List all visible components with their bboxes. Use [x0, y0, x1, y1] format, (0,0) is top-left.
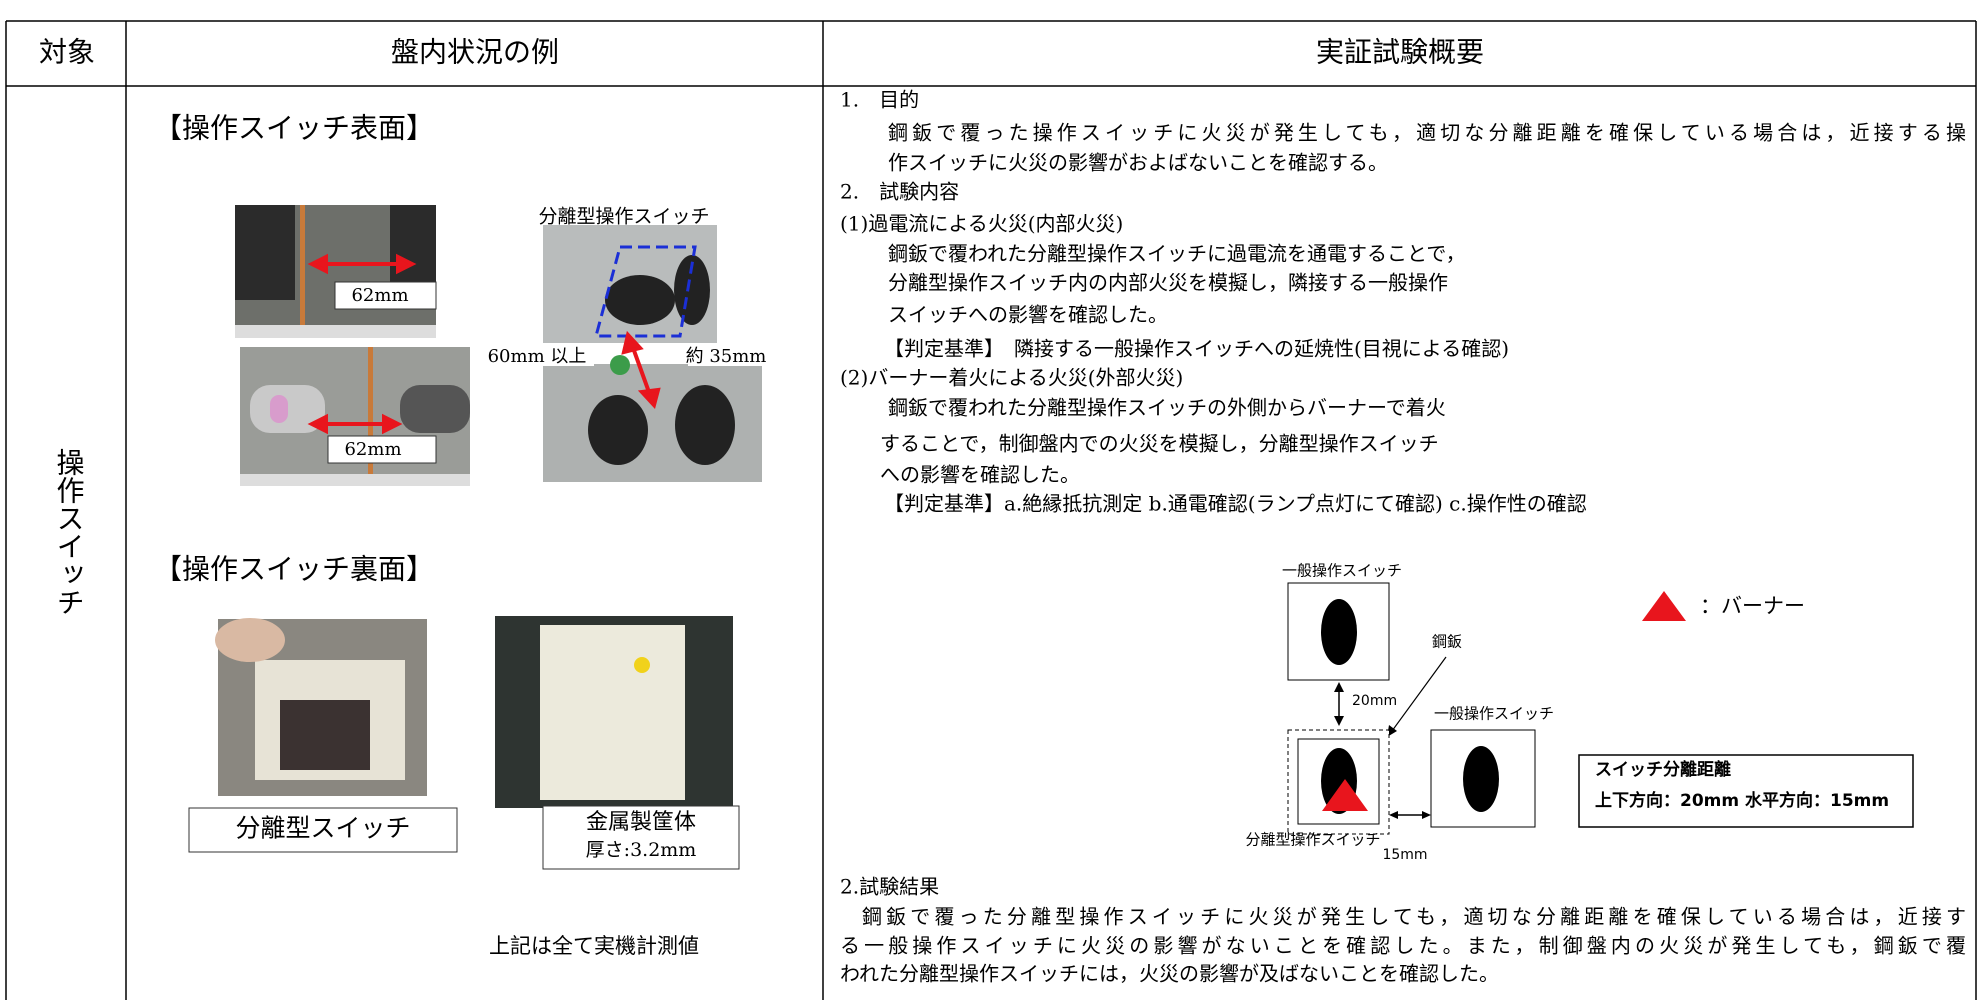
diagram-label: 鋼鈑	[1432, 633, 1462, 651]
overview-line: 2. 試験内容	[840, 180, 959, 204]
overview-line: 【判定基準】a.絶縁抵抗測定 b.通電確認(ランプ点灯にて確認) c.操作性の確…	[884, 492, 1587, 516]
photo-detail	[610, 355, 630, 375]
switch-knob	[1321, 599, 1357, 665]
section-heading: 【操作スイッチ裏面】	[154, 553, 434, 586]
overview-line: 分離型操作スイッチ内の内部火災を模擬し，隣接する一般操作	[888, 271, 1448, 295]
diagram-label: 一般操作スイッチ	[1282, 562, 1402, 580]
photo-detail	[240, 474, 470, 486]
overview-line: スイッチへの影響を確認した。	[888, 303, 1168, 327]
row-target: 操作スイッチ	[53, 448, 86, 616]
diagram-label: 分離型操作スイッチ	[1245, 831, 1380, 849]
distance-box	[1578, 754, 1914, 828]
photo-label: 分離型操作スイッチ	[538, 206, 709, 228]
overview-line: への影響を確認した。	[880, 463, 1080, 487]
photo-detail	[400, 385, 470, 433]
overview-line: 【判定基準】 隣接する一般操作スイッチへの延焼性(目視による確認)	[884, 337, 1509, 361]
photo-label: 分離型スイッチ	[235, 814, 410, 843]
photo-detail	[634, 657, 650, 673]
burner-marker	[1322, 779, 1368, 811]
photo-label: 62mm	[351, 285, 408, 306]
photo-label: 60mm 以上	[488, 346, 587, 367]
result-line: われた分離型操作スイッチには，火災の影響が及ばないことを確認した。	[840, 962, 1499, 986]
photo-detail	[215, 618, 285, 662]
note: 上記は全て実機計測値	[489, 934, 699, 958]
result-heading: 2.試験結果	[840, 875, 939, 899]
label-box	[480, 347, 594, 366]
arrow-head	[1334, 682, 1344, 692]
label-box	[542, 805, 740, 870]
photo-detail	[235, 205, 295, 300]
photo-detail	[300, 205, 305, 338]
photo-front	[235, 205, 764, 486]
photo-label: 約 35mm	[686, 346, 767, 367]
highlight-box	[594, 245, 697, 338]
label-box	[188, 807, 458, 853]
result-line: 鋼鈑で覆った分離型操作スイッチに火災が発生しても，適切な分離距離を確保している場…	[862, 905, 1966, 929]
measure-arrow	[307, 253, 661, 435]
burner-legend-marker	[1642, 591, 1686, 621]
photo-detail	[368, 347, 373, 486]
overview-line: することで，制御盤内での火災を模擬し，分離型操作スイッチ	[880, 432, 1439, 456]
photo-detail	[588, 395, 648, 465]
overview-line: 鋼鈑で覆われた分離型操作スイッチの外側からバーナーで着火	[888, 396, 1446, 420]
arrow-head	[1389, 811, 1398, 819]
photo-label: 厚さ:3.2mm	[586, 839, 697, 861]
test-diagram	[1287, 582, 1914, 835]
photo-detail	[235, 325, 436, 338]
diagram-legend: ：バーナー	[1700, 594, 1805, 618]
label-box	[327, 435, 437, 464]
overview-line: (1)過電流による火災(内部火災)	[840, 212, 1123, 236]
photo-detail	[280, 700, 370, 770]
overview-line: 1. 目的	[840, 88, 919, 112]
photo-back	[188, 616, 740, 870]
photo-detail	[605, 275, 675, 325]
label-box	[334, 281, 437, 310]
diagram-label: 20mm	[1352, 693, 1397, 709]
switch-knob	[1463, 746, 1499, 812]
overview-line: 作スイッチに火災の影響がおよばないことを確認する。	[888, 151, 1388, 175]
overview-line: 鋼鈑で覆われた分離型操作スイッチに過電流を通電することで，	[888, 242, 1466, 266]
table-frame	[5, 20, 1977, 1000]
result-line: る一般操作スイッチに火災の影響がないことを確認した。また，制御盤内の火災が発生し…	[840, 934, 1966, 958]
distance-detail: 上下方向：20mm 水平方向：15mm	[1595, 790, 1889, 811]
arrow-head	[1422, 811, 1431, 819]
header-cell: 実証試験概要	[1316, 36, 1484, 69]
overview-line: (2)バーナー着火による火災(外部火災)	[840, 366, 1183, 390]
photo-detail	[540, 625, 685, 800]
photo-detail	[270, 395, 288, 423]
photo-label: 金属製筐体	[586, 810, 696, 835]
arrow-head	[1334, 716, 1344, 726]
overview-line: 鋼鈑で覆った操作スイッチに火災が発生しても，適切な分離距離を確保している場合は，…	[888, 121, 1966, 145]
pointer-line	[1391, 656, 1447, 732]
diagram-label: 一般操作スイッチ	[1434, 705, 1554, 723]
photo-detail	[675, 385, 735, 465]
label-box	[688, 347, 764, 366]
distance-title: スイッチ分離距離	[1595, 759, 1731, 780]
diagram-label: 15mm	[1382, 847, 1427, 863]
section-heading: 【操作スイッチ表面】	[154, 112, 434, 145]
photo-label: 62mm	[344, 439, 401, 460]
header-cell: 対象	[39, 36, 95, 69]
photo-detail	[674, 255, 710, 325]
header-cell: 盤内状況の例	[391, 36, 559, 69]
